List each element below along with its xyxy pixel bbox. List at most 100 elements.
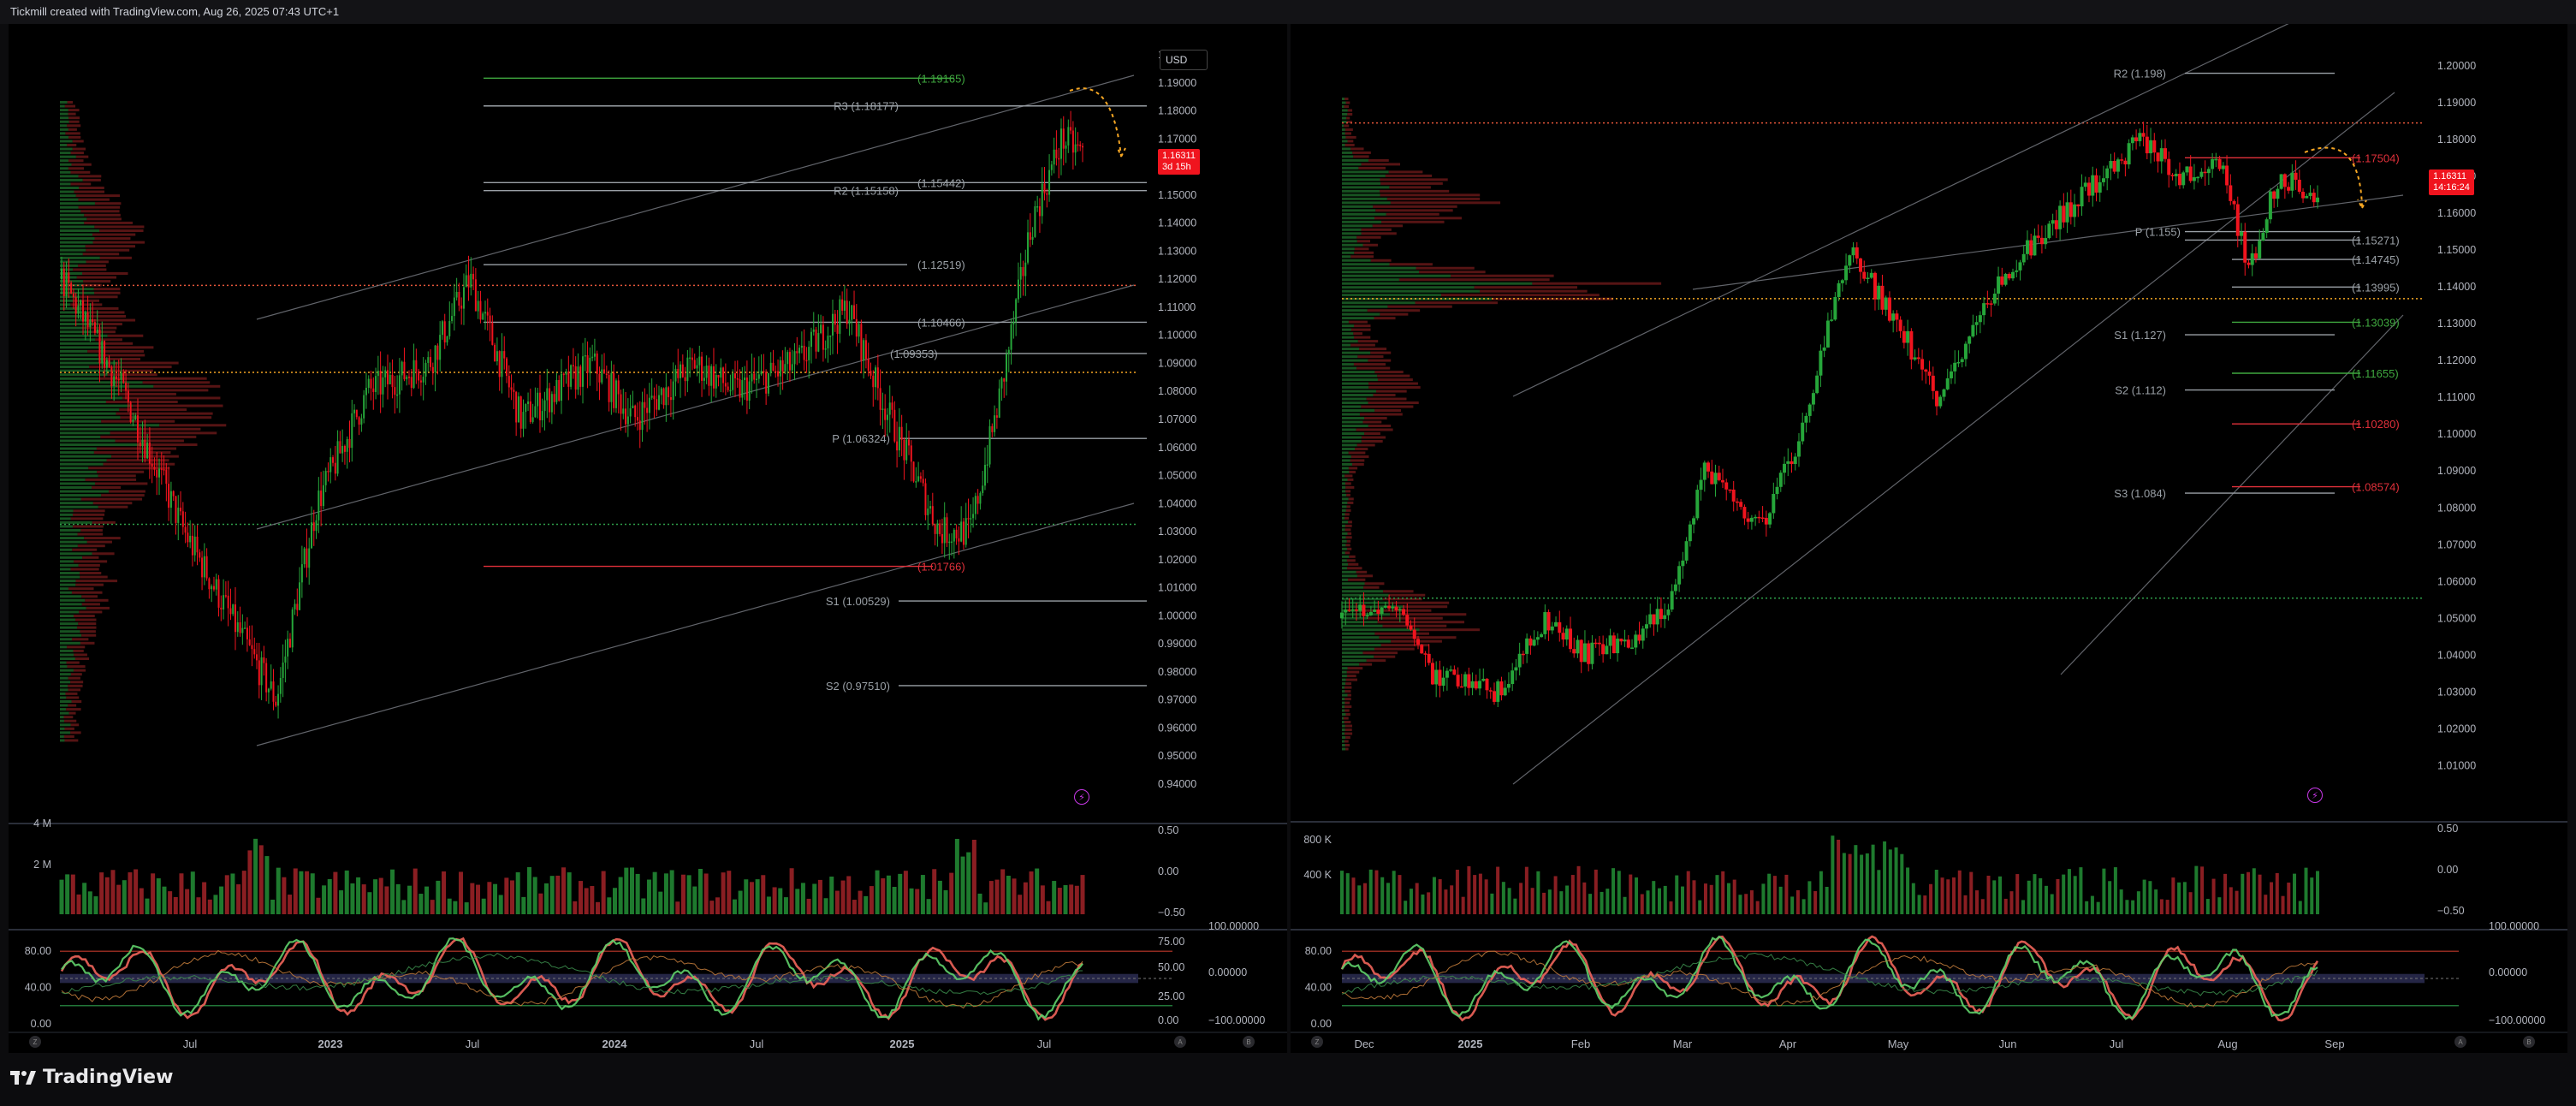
volume-bar xyxy=(322,885,327,914)
volume-profile-bar-buy xyxy=(60,459,107,462)
candle-bullish xyxy=(1641,628,1645,641)
volume-profile-bar-sell xyxy=(80,529,103,532)
candle-bullish xyxy=(375,376,377,392)
volume-profile-bar-sell xyxy=(1344,740,1349,743)
volume-profile-bar-buy xyxy=(60,470,98,473)
volume-bar xyxy=(641,898,646,914)
candle-bearish xyxy=(712,366,715,389)
right-chart-canvas[interactable]: R2 (1.198)(1.17504)P (1.155)(1.15271)(1.… xyxy=(1291,24,2567,1053)
candle-bearish xyxy=(1764,517,1768,525)
right-lightning-icon[interactable]: ⚡ xyxy=(2307,788,2323,803)
volume-bar xyxy=(1772,876,1777,914)
volume-profile-bar-buy xyxy=(60,537,85,540)
candle-bearish xyxy=(201,557,204,578)
right-chart-pane[interactable]: R2 (1.198) (1.17504) P (1.155) (1.15271) (1.… xyxy=(1291,24,2567,1053)
volume-profile-bar-sell xyxy=(85,598,109,602)
candle-bullish xyxy=(915,481,917,483)
candle-bearish xyxy=(1347,609,1351,611)
oscillator-right-axis-label: 75.00 xyxy=(1158,936,1184,948)
volume-profile-bar-buy xyxy=(1342,297,1492,300)
candle-bullish xyxy=(1796,441,1801,457)
volume-bar xyxy=(65,874,70,914)
volume-profile-bar-buy xyxy=(60,633,82,637)
volume-bar xyxy=(898,873,903,914)
right-b-scale-icon[interactable]: B xyxy=(2523,1036,2535,1048)
volume-profile-bar-sell xyxy=(1388,170,1423,174)
candle-bearish xyxy=(507,376,510,388)
left-b-scale-icon[interactable]: B xyxy=(1243,1036,1255,1048)
volume-profile-bar-buy xyxy=(1342,639,1392,643)
volume-bar xyxy=(2096,901,2100,914)
volume-profile-bar-sell xyxy=(64,104,76,108)
volume-profile-bar-buy xyxy=(1342,301,1416,305)
volume-profile-bar-buy xyxy=(60,175,79,178)
volume-bar xyxy=(2027,880,2031,914)
candle-bearish xyxy=(691,357,693,360)
volume-profile-bar-sell xyxy=(1344,528,1351,532)
candle-bearish xyxy=(127,390,129,402)
volume-axis-label: 2 M xyxy=(33,859,51,871)
volume-profile-bar-buy xyxy=(1342,485,1346,489)
volume-profile-bar-buy xyxy=(1342,497,1349,501)
volume-bar xyxy=(1368,869,1373,914)
volume-profile-bar-sell xyxy=(73,299,99,302)
volume-profile-bar-buy xyxy=(1342,109,1348,112)
volume-bar xyxy=(2275,872,2279,914)
candle-bullish xyxy=(1840,280,1844,283)
volume-profile-bar-sell xyxy=(78,264,106,267)
candle-bullish xyxy=(1041,183,1043,217)
left-chart-pane[interactable]: (1.19165) R3 (1.18177) (1.15442) R2 (1.1515… xyxy=(9,24,1287,1053)
volume-profile-bar-sell xyxy=(79,610,103,614)
volume-profile-bar-buy xyxy=(60,152,71,155)
volume-bar xyxy=(1023,882,1028,914)
volume-axis-label: 800 K xyxy=(1303,834,1332,846)
currency-button[interactable]: USD xyxy=(1160,50,1208,70)
candle-bearish xyxy=(1528,638,1533,646)
volume-profile-bar-buy xyxy=(1342,363,1354,366)
candle-bullish xyxy=(389,374,391,384)
candle-bearish xyxy=(1546,612,1551,631)
left-auto-scale-icon[interactable]: A xyxy=(1174,1036,1186,1048)
volume-profile-bar-buy xyxy=(1342,551,1345,555)
volume-profile-bar-buy xyxy=(1342,124,1344,128)
volume-profile-bar-sell xyxy=(1353,155,1369,158)
volume-profile-bar-sell xyxy=(98,377,207,380)
candle-bearish xyxy=(2247,262,2251,265)
candle-bearish xyxy=(763,371,765,372)
volume-bar xyxy=(1074,885,1079,914)
volume-profile-bar-sell xyxy=(1345,101,1350,104)
volume-profile-bar-buy xyxy=(1342,116,1347,120)
volume-profile-bar-sell xyxy=(86,248,130,252)
pivot-level-label: P (1.06324) xyxy=(832,432,890,445)
volume-profile-bar-buy xyxy=(1342,397,1367,401)
candle-bullish xyxy=(1344,609,1348,613)
left-zoom-corner-icon[interactable]: Z xyxy=(29,1036,41,1048)
candle-bullish xyxy=(2214,158,2218,161)
candle-bullish xyxy=(936,523,939,534)
volume-profile-bar-buy xyxy=(60,396,122,400)
pivot-level-label: (1.10466) xyxy=(917,316,965,329)
volume-profile-bar-buy xyxy=(1342,112,1348,116)
candle-bullish xyxy=(455,292,458,298)
right-zoom-corner-icon[interactable]: Z xyxy=(1311,1036,1323,1048)
tradingview-logo[interactable]: TradingView xyxy=(10,1067,173,1088)
right-auto-scale-icon[interactable]: A xyxy=(2454,1036,2466,1048)
candle-bullish xyxy=(1048,169,1051,195)
left-chart-canvas[interactable]: (1.19165)R3 (1.18177)(1.15442)R2 (1.1515… xyxy=(9,24,1287,1053)
candle-bullish xyxy=(1398,609,1402,611)
volume-profile-bar-sell xyxy=(1479,289,1588,293)
candle-bullish xyxy=(720,367,722,378)
volume-profile-bar-sell xyxy=(98,354,145,357)
candle-bearish xyxy=(708,366,710,386)
candle-bearish xyxy=(1626,639,1630,648)
volume-profile-bar-sell xyxy=(93,288,121,291)
volume-profile-bar-sell xyxy=(1362,243,1379,247)
candle-bullish xyxy=(244,627,246,629)
price-axis-label: 1.18000 xyxy=(2437,134,2476,146)
volume-bar xyxy=(333,871,338,914)
candle-bearish xyxy=(312,522,315,532)
left-lightning-icon[interactable]: ⚡ xyxy=(1074,789,1089,805)
volume-bar xyxy=(2252,868,2256,914)
volume-bar xyxy=(430,900,435,914)
volume-bar xyxy=(185,889,190,914)
